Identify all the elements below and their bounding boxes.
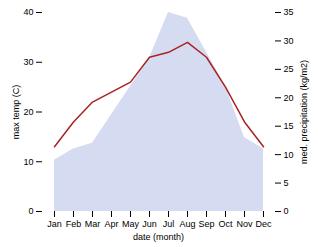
svg-text:20: 20 [23,107,33,117]
svg-text:Mar: Mar [85,219,101,229]
svg-text:25: 25 [284,64,294,74]
svg-text:Aug: Aug [179,219,195,229]
svg-text:5: 5 [284,178,289,188]
svg-text:max temp (C): max temp (C) [11,85,21,140]
svg-text:35: 35 [284,7,294,17]
svg-text:Sep: Sep [198,219,214,229]
svg-text:Jun: Jun [142,219,157,229]
svg-text:30: 30 [23,57,33,67]
svg-text:15: 15 [284,121,294,131]
svg-text:20: 20 [284,93,294,103]
svg-text:30: 30 [284,36,294,46]
svg-text:10: 10 [23,157,33,167]
svg-text:date (month): date (month) [133,232,184,242]
svg-text:40: 40 [23,7,33,17]
svg-text:Jul: Jul [163,219,175,229]
svg-text:0: 0 [28,206,33,216]
svg-text:Nov: Nov [236,219,253,229]
svg-text:0: 0 [284,206,289,216]
svg-text:Dec: Dec [255,219,272,229]
svg-text:Apr: Apr [104,219,118,229]
svg-text:med. precipitation (kg/m2): med. precipitation (kg/m2) [299,60,309,164]
svg-text:Feb: Feb [66,219,82,229]
svg-text:Oct: Oct [218,219,233,229]
svg-text:10: 10 [284,150,294,160]
svg-text:Jan: Jan [47,219,62,229]
svg-text:May: May [122,219,140,229]
